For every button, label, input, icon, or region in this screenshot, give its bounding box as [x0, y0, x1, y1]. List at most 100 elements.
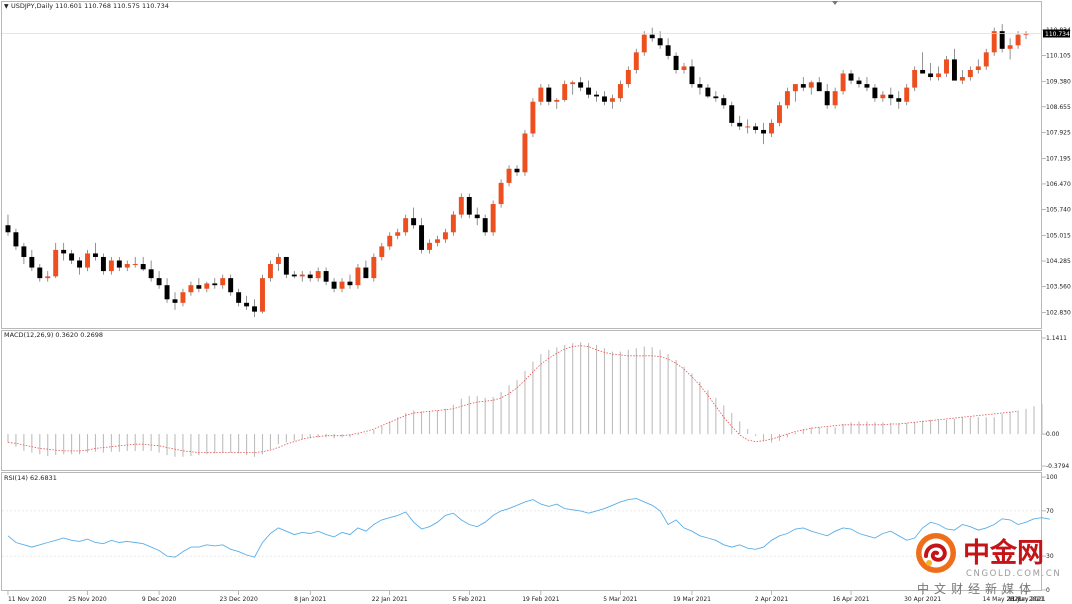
candle-body	[800, 84, 806, 88]
candle-body	[180, 292, 186, 303]
candle-body	[705, 87, 711, 97]
time-axis-label: 2 Apr 2021	[755, 596, 788, 603]
time-axis-label: 19 Mar 2021	[673, 596, 711, 603]
candle-body	[761, 129, 767, 134]
time-axis-label: 16 Apr 2021	[832, 596, 869, 603]
chart-header-title: USDJPY,Daily 110.601 110.768 110.575 110…	[11, 2, 169, 10]
price-axis-label: 102.830	[1046, 309, 1071, 316]
candle-body	[578, 82, 584, 88]
macd-panel[interactable]	[1, 330, 1042, 471]
candle-body	[434, 239, 440, 243]
candle-body	[474, 214, 480, 219]
candle-body	[713, 96, 719, 99]
candle-body	[856, 80, 862, 85]
macd-panel-label: MACD(12,26,9) 0.3620 0.2698	[4, 331, 103, 339]
price-axis-label: 110.105	[1046, 53, 1071, 60]
candle-body	[792, 84, 798, 92]
candle-body	[975, 66, 981, 70]
candle-body	[442, 232, 448, 240]
time-axis-label: 25 Nov 2020	[68, 596, 107, 603]
candle-body	[140, 264, 146, 270]
candle-body	[880, 94, 886, 99]
macd-axis-label: 0.00	[1046, 431, 1060, 438]
candle-body	[323, 271, 329, 282]
candle-body	[673, 55, 679, 70]
candle-body	[172, 299, 178, 303]
candle-body	[808, 82, 814, 88]
candle-body	[164, 285, 170, 300]
candle-body	[411, 218, 417, 226]
candle-body	[776, 105, 782, 123]
candle-body	[220, 278, 226, 286]
candle-body	[657, 38, 663, 46]
candle-body	[912, 69, 918, 88]
candle-body	[490, 204, 496, 233]
candle-body	[840, 73, 846, 92]
candle-body	[959, 77, 965, 81]
candle-body	[928, 73, 934, 78]
candle-body	[824, 91, 830, 106]
candle-body	[554, 99, 560, 102]
candle-body	[387, 235, 393, 247]
candle-body	[61, 249, 67, 254]
current-price-marker	[1043, 29, 1070, 38]
price-axis-label: 108.655	[1046, 104, 1071, 111]
candle-body	[784, 91, 790, 106]
candle-body	[641, 34, 647, 53]
candle-body	[570, 82, 576, 85]
watermark-cn-text: 中金网	[963, 537, 1044, 569]
candle-body	[562, 84, 568, 100]
price-axis-label: 109.380	[1046, 78, 1071, 85]
candle-body	[816, 82, 822, 92]
candle-body	[108, 260, 114, 272]
price-panel[interactable]	[1, 1, 1042, 329]
candle-body	[85, 253, 90, 268]
time-axis-label: 30 Apr 2021	[904, 596, 941, 603]
candle-body	[347, 281, 353, 286]
candle-body	[538, 87, 544, 102]
candle-body	[904, 87, 910, 102]
rsi-axis-label: 100	[1046, 474, 1058, 481]
time-axis-label: 8 Jan 2021	[294, 596, 326, 603]
rsi-panel[interactable]	[1, 472, 1042, 591]
candle-body	[371, 256, 377, 279]
time-axis-label: 5 Mar 2021	[603, 596, 637, 603]
candle-body	[832, 91, 838, 106]
rsi-axis-label: 70	[1046, 508, 1054, 515]
candle-body	[920, 69, 926, 74]
candle-body	[331, 281, 337, 289]
candle-body	[315, 271, 321, 279]
candle-body	[721, 98, 727, 106]
macd-axis-label: -0.3794	[1046, 463, 1069, 470]
price-axis-label: 107.195	[1046, 155, 1071, 162]
chart-shift-marker-icon[interactable]	[832, 1, 838, 5]
time-axis-label: 28 May 2021	[1006, 596, 1045, 603]
time-axis-label: 19 Feb 2021	[522, 596, 560, 603]
candle-body	[156, 278, 162, 286]
candle-body	[283, 256, 289, 275]
candle-body	[148, 269, 154, 279]
macd-histogram	[7, 342, 1043, 457]
candle-body	[395, 232, 401, 236]
candle-body	[299, 274, 305, 277]
candle-body	[458, 196, 464, 215]
rsi-line	[7, 498, 1050, 558]
price-axis-label: 105.015	[1046, 232, 1071, 239]
candle-body	[45, 276, 51, 279]
time-axis-label: 11 Jun 2021	[1008, 596, 1044, 603]
candle-body	[617, 84, 623, 99]
candle-body	[888, 94, 894, 99]
candle-body	[363, 267, 369, 279]
candle-body	[896, 98, 902, 102]
macd-axis-label: 1.1411	[1046, 335, 1067, 342]
candle-body	[609, 98, 615, 102]
candle-body	[999, 31, 1005, 49]
candle-body	[864, 84, 870, 88]
price-axis-label: 104.285	[1046, 258, 1071, 265]
candle-body	[689, 66, 695, 85]
watermark-sub-text: 中文财经新媒体	[917, 581, 1036, 596]
candle-body	[482, 218, 488, 233]
candlestick-series	[5, 24, 1029, 317]
candle-body	[339, 281, 345, 289]
candle-body	[665, 45, 671, 56]
